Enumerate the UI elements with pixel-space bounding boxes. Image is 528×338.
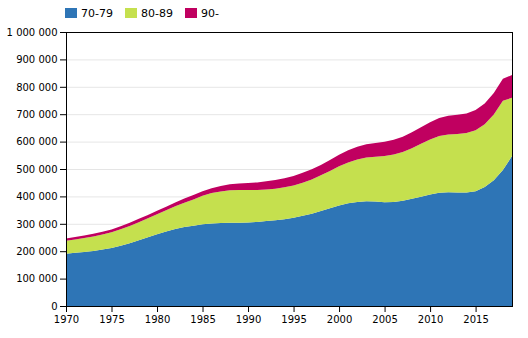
svg-text:1985: 1985 <box>190 314 215 325</box>
svg-text:1 000 000: 1 000 000 <box>7 27 58 38</box>
svg-text:2015: 2015 <box>463 314 488 325</box>
svg-text:900 000: 900 000 <box>16 54 57 65</box>
svg-text:1975: 1975 <box>99 314 124 325</box>
svg-text:2005: 2005 <box>372 314 397 325</box>
svg-text:1995: 1995 <box>281 314 306 325</box>
html-text:80-89: 80-89 <box>141 6 173 20</box>
svg-text:2010: 2010 <box>418 314 443 325</box>
html-text:70-79: 70-79 <box>81 6 113 20</box>
svg-text:1970: 1970 <box>54 314 79 325</box>
svg-text:300 000: 300 000 <box>16 219 57 230</box>
html-text:90-: 90- <box>200 6 219 20</box>
svg-text:400 000: 400 000 <box>16 191 57 202</box>
svg-text:2000: 2000 <box>327 314 352 325</box>
svg-text:600 000: 600 000 <box>16 136 57 147</box>
svg-text:800 000: 800 000 <box>16 82 57 93</box>
svg-text:700 000: 700 000 <box>16 109 57 120</box>
svg-text:200 000: 200 000 <box>16 246 57 257</box>
svg-text:100 000: 100 000 <box>16 273 57 284</box>
svg-text:0: 0 <box>51 301 57 312</box>
svg-text:1980: 1980 <box>145 314 170 325</box>
svg-text:500 000: 500 000 <box>16 164 57 175</box>
svg-text:1990: 1990 <box>236 314 261 325</box>
